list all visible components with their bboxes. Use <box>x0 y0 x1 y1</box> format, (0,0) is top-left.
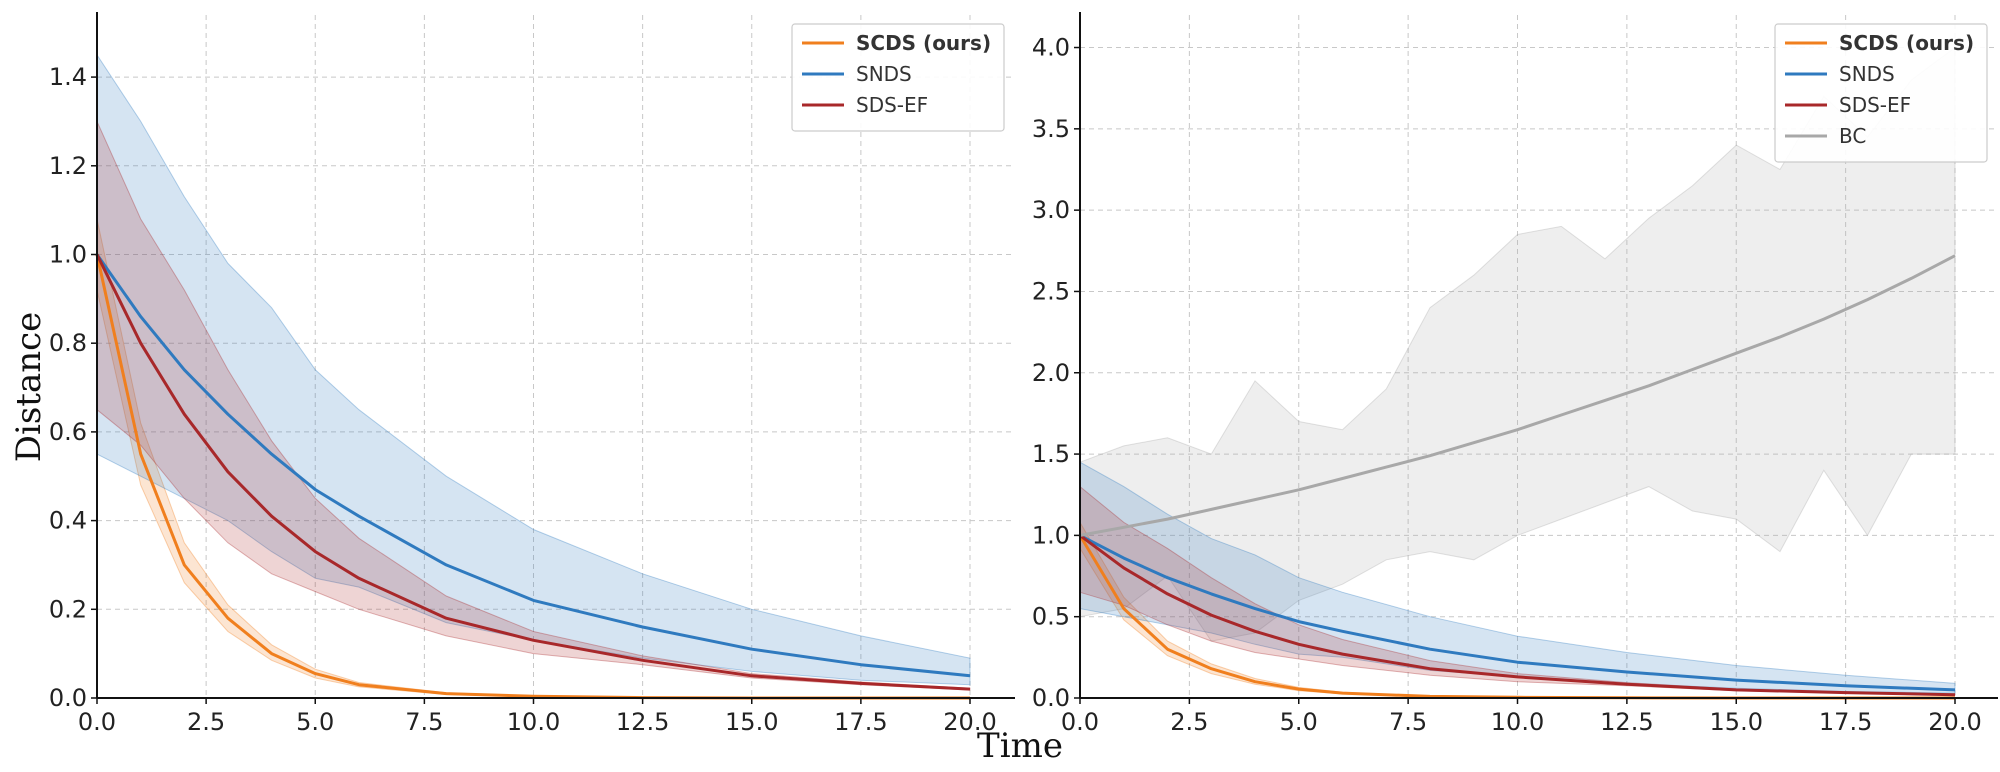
y-tick-label: 1.2 <box>49 152 87 180</box>
y-tick-label: 2.5 <box>1032 277 1070 305</box>
legend: SCDS (ours) SNDS SDS-EF BC <box>1774 23 1988 163</box>
series-line <box>95 253 971 678</box>
x-axis-title: Time <box>977 726 1063 766</box>
y-tick-label: 1.4 <box>49 63 87 91</box>
x-tick-label: 15.0 <box>1710 708 1763 736</box>
legend-box <box>1774 23 1988 163</box>
legend-label: SDS-EF <box>1839 93 1911 117</box>
y-tick-label: 3.5 <box>1032 115 1070 143</box>
y-tick-label: 0.4 <box>49 507 87 535</box>
x-tick-label: 7.5 <box>405 708 443 736</box>
y-tick-label: 3.0 <box>1032 196 1070 224</box>
legend-label: SNDS <box>856 62 912 86</box>
x-tick-label: 12.5 <box>1600 708 1653 736</box>
y-tick-label: 0.0 <box>1032 684 1070 712</box>
y-tick-label: 4.0 <box>1032 34 1070 62</box>
y-tick-label: 0.8 <box>49 329 87 357</box>
x-tick-label: 12.5 <box>616 708 669 736</box>
series-line <box>1079 534 1956 697</box>
x-tick-label: 0.0 <box>1061 708 1099 736</box>
y-tick-label: 1.0 <box>1032 521 1070 549</box>
legend-label: SDS-EF <box>856 93 928 117</box>
legend-label: SCDS (ours) <box>856 31 991 55</box>
confidence-band <box>96 121 971 691</box>
legend-label: SNDS <box>1839 62 1895 86</box>
y-axis-title: Distance <box>9 312 49 463</box>
confidence-band <box>1079 461 1956 694</box>
y-tick-label: 1.5 <box>1032 440 1070 468</box>
legend-label: SCDS (ours) <box>1839 31 1974 55</box>
right-panel: 0.0 2.5 5.0 7.5 10.0 12.5 15.0 17.5 20.0 0.0 0.5 1.… <box>1032 12 1998 736</box>
x-tick-label: 10.0 <box>1491 708 1544 736</box>
x-tick-label: 7.5 <box>1389 708 1427 736</box>
y-tick-label: 0.0 <box>49 684 87 712</box>
legend: SCDS (ours) SNDS SDS-EF <box>791 23 1005 132</box>
legend-label: BC <box>1839 124 1866 148</box>
x-tick-label: 10.0 <box>507 708 560 736</box>
x-tick-label: 5.0 <box>1280 708 1318 736</box>
left-panel: 0.0 2.5 5.0 7.5 10.0 12.5 15.0 17.5 20.0 0.0 0.2 0.… <box>49 12 1015 736</box>
y-tick-label: 0.6 <box>49 418 87 446</box>
x-tick-label: 20.0 <box>943 708 996 736</box>
legend-box <box>791 23 1005 132</box>
x-tick-label: 5.0 <box>296 708 334 736</box>
confidence-band <box>1079 46 1956 642</box>
x-tick-label: 20.0 <box>1928 708 1981 736</box>
x-tick-label: 17.5 <box>1819 708 1872 736</box>
x-tick-label: 2.5 <box>187 708 225 736</box>
series-line <box>1079 534 1956 692</box>
x-tick-label: 17.5 <box>834 708 887 736</box>
y-tick-label: 1.0 <box>49 240 87 268</box>
y-tick-label: 2.0 <box>1032 359 1070 387</box>
x-tick-label: 15.0 <box>725 708 778 736</box>
y-tick-label: 0.5 <box>1032 603 1070 631</box>
x-tick-label: 0.0 <box>78 708 116 736</box>
series-line <box>95 253 971 691</box>
y-tick-label: 0.2 <box>49 595 87 623</box>
series-line <box>1079 254 1956 537</box>
x-tick-label: 2.5 <box>1170 708 1208 736</box>
confidence-band <box>96 53 971 686</box>
